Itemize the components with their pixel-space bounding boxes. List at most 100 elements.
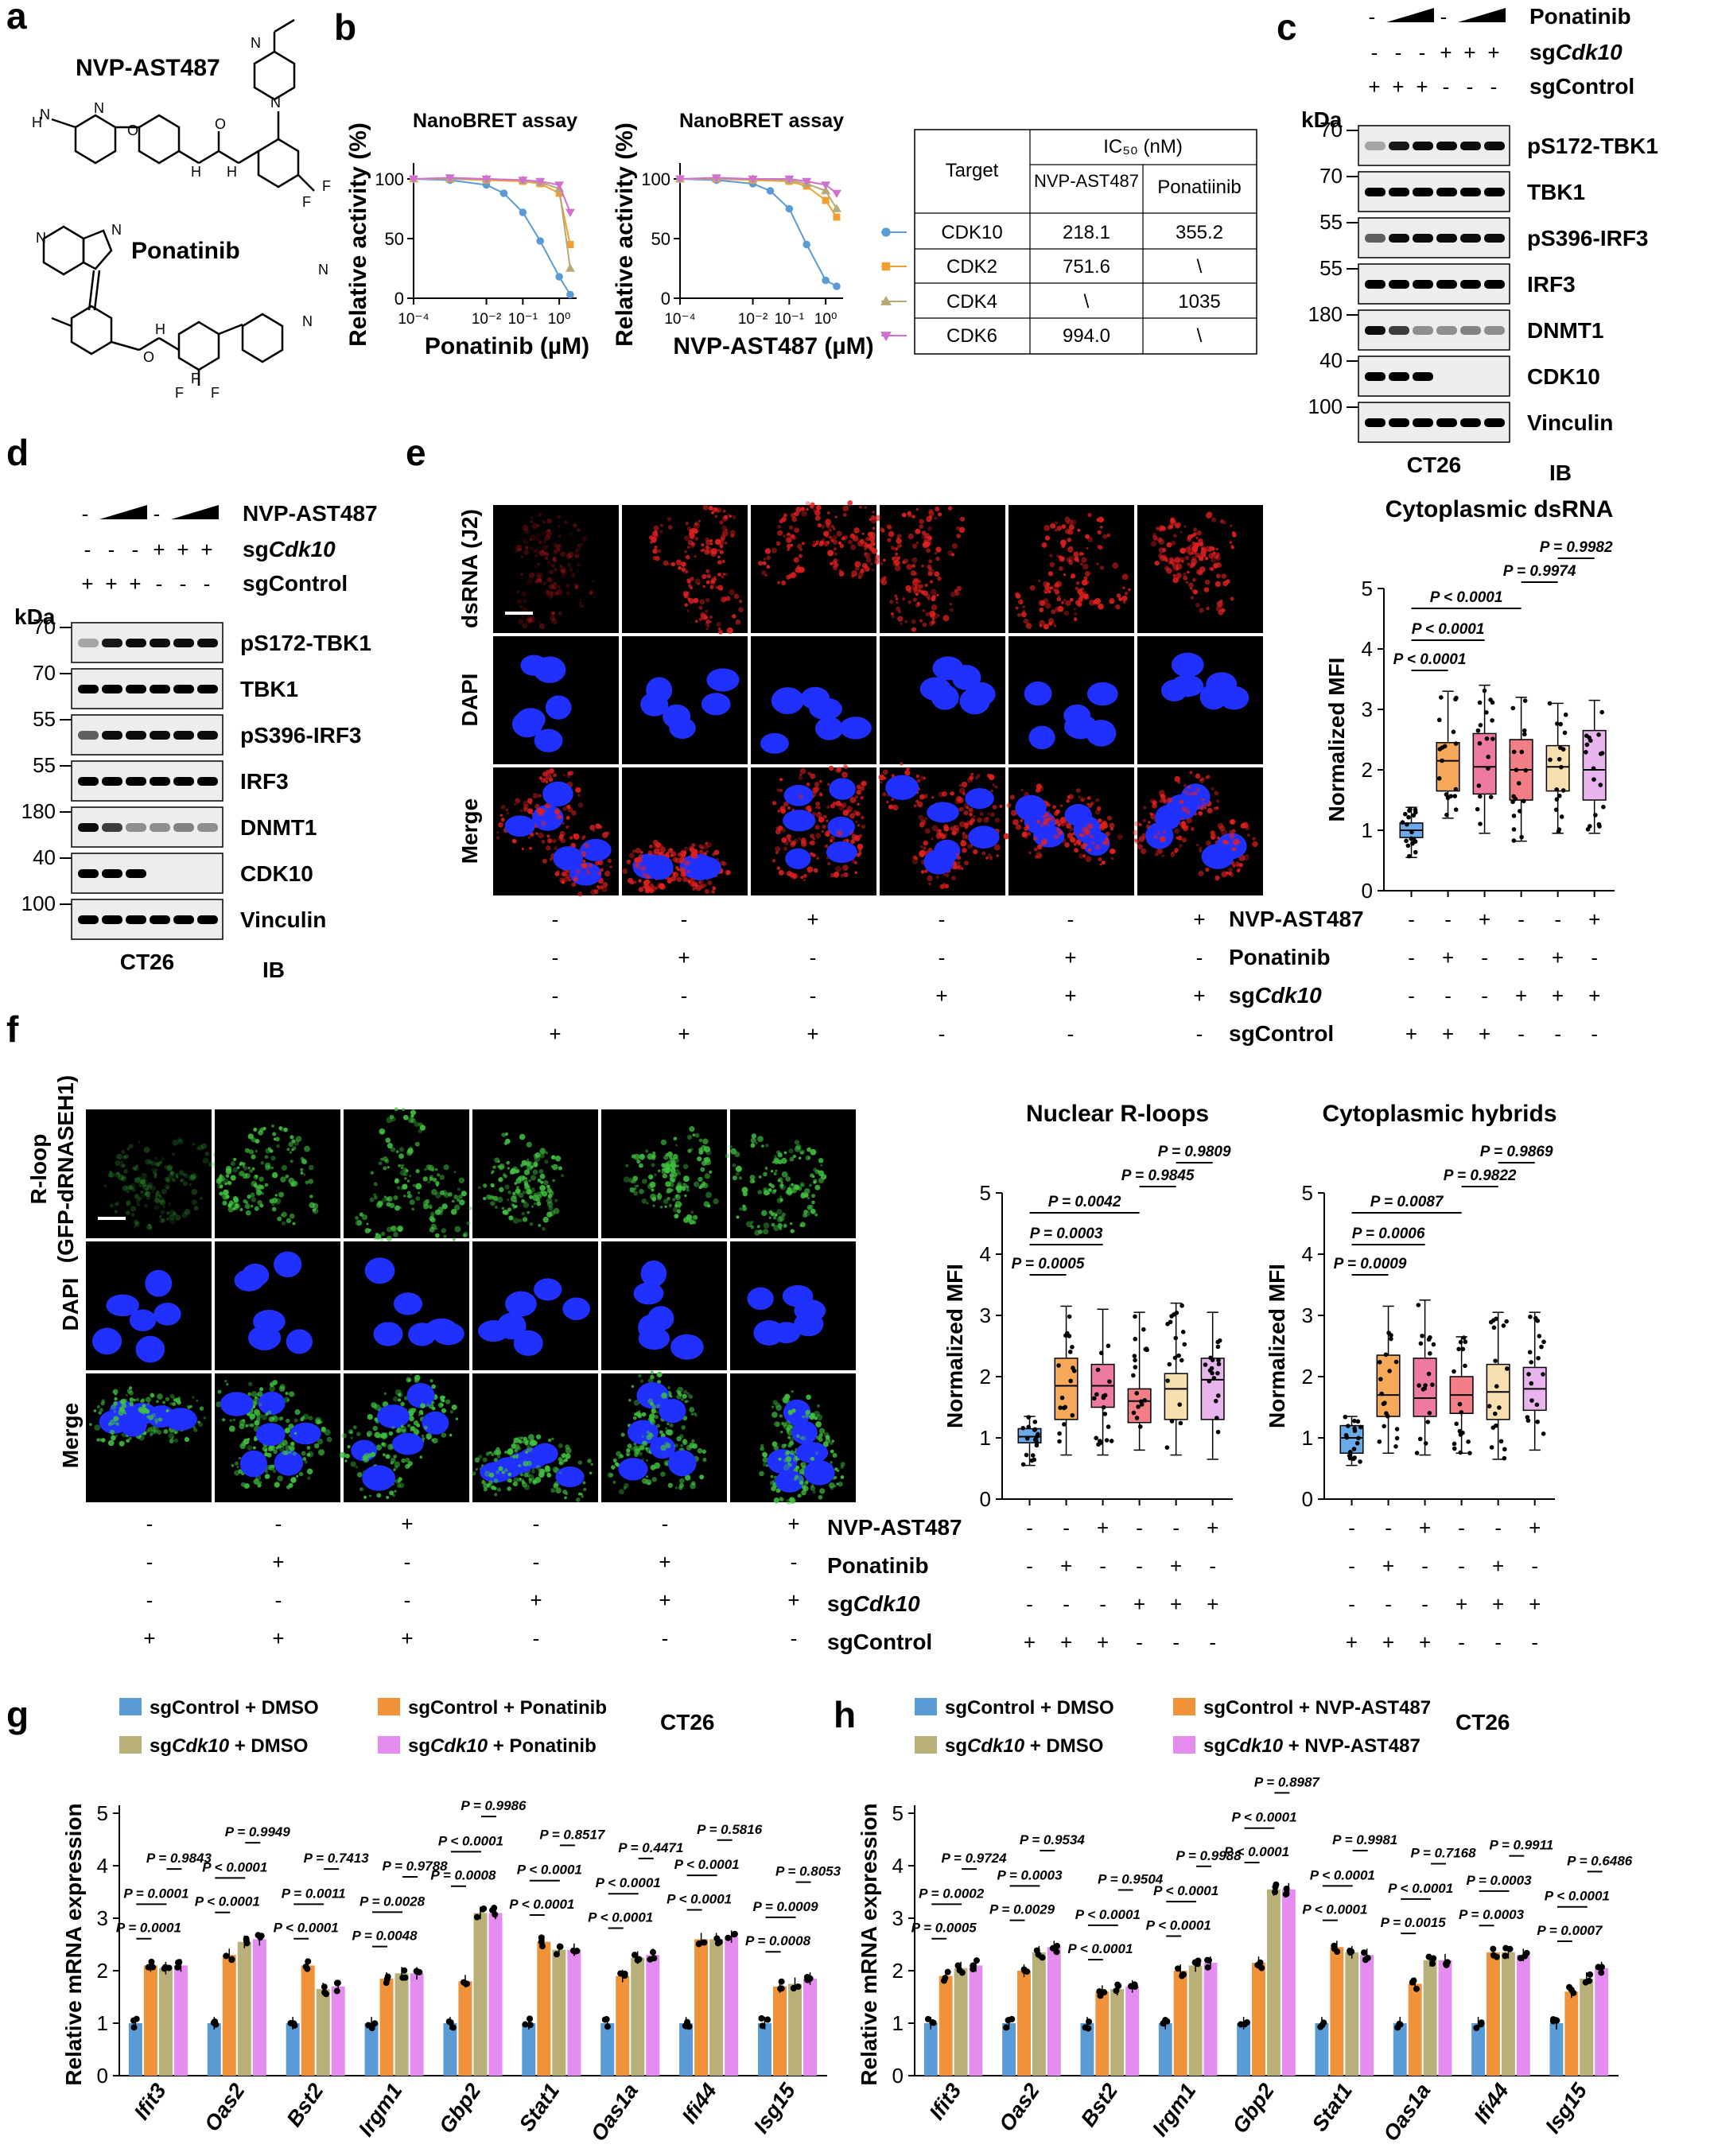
signal-dot — [810, 1173, 814, 1178]
data-point — [1494, 1384, 1499, 1389]
signal-dot — [686, 1392, 690, 1396]
signal-dot — [138, 1182, 145, 1188]
signal-dot — [836, 530, 842, 537]
signal-dot — [632, 1175, 639, 1182]
signal-dot — [642, 1179, 647, 1184]
signal-dot — [545, 557, 549, 561]
treatment-row-label: NVP-AST487 — [1229, 907, 1364, 931]
signal-dot — [538, 540, 542, 545]
signal-dot — [410, 1117, 416, 1124]
bar — [207, 2023, 221, 2076]
signal-dot — [1006, 802, 1012, 808]
signal-dot — [786, 574, 791, 580]
mw-label: 70 — [1319, 164, 1343, 188]
signal-dot — [583, 1487, 587, 1491]
sign: - — [533, 1626, 540, 1650]
signal-dot — [871, 547, 878, 554]
signal-dot — [701, 1449, 706, 1454]
signal-dot — [717, 549, 721, 552]
mw-label: 180 — [21, 799, 56, 823]
signal-dot — [419, 1125, 426, 1131]
signal-dot — [518, 1218, 523, 1223]
sign: - — [146, 1512, 154, 1536]
marker — [833, 213, 841, 221]
signal-dot — [689, 528, 696, 534]
signal-dot — [787, 1409, 793, 1415]
signal-dot — [501, 1206, 505, 1210]
signal-dot — [1228, 867, 1234, 872]
signal-dot — [554, 581, 557, 585]
signal-dot — [382, 1453, 387, 1457]
signal-dot — [1195, 773, 1201, 779]
signal-dot — [521, 1160, 527, 1166]
signal-dot — [1003, 833, 1010, 840]
signal-dot — [573, 583, 579, 589]
signal-dot — [798, 1156, 802, 1160]
signal-dot — [1118, 597, 1122, 601]
signal-dot — [1175, 522, 1181, 528]
signal-dot — [155, 1191, 161, 1197]
signal-dot — [499, 1163, 505, 1170]
signal-dot — [577, 543, 582, 549]
nucleus — [542, 781, 573, 807]
blot-band — [102, 777, 122, 786]
signal-dot — [196, 1399, 199, 1402]
signal-dot — [398, 1398, 402, 1402]
signal-dot — [379, 1128, 386, 1135]
signal-dot — [760, 1210, 768, 1217]
signal-dot — [1172, 534, 1177, 538]
signal-dot — [529, 538, 532, 542]
signal-dot — [797, 1186, 803, 1191]
blot-band — [1436, 188, 1457, 196]
signal-dot — [694, 1215, 698, 1219]
nucleus — [478, 1320, 510, 1342]
signal-dot — [882, 769, 888, 775]
signal-dot — [896, 556, 901, 560]
signal-dot — [799, 773, 803, 777]
data-point — [1067, 1314, 1072, 1319]
signal-dot — [1229, 829, 1233, 834]
nucleus — [562, 1297, 591, 1320]
blot-band — [150, 639, 170, 647]
signal-dot — [1199, 846, 1203, 850]
data-point — [1426, 1371, 1432, 1377]
data-point — [1180, 1303, 1184, 1308]
signal-dot — [552, 838, 557, 844]
signal-dot — [694, 522, 699, 526]
blot-band — [1413, 418, 1433, 427]
signal-dot — [356, 1432, 361, 1437]
signal-dot — [919, 584, 923, 589]
signal-dot — [741, 1187, 748, 1194]
data-point — [1104, 1438, 1110, 1443]
signal-dot — [1207, 807, 1213, 814]
signal-dot — [630, 880, 635, 885]
signal-dot — [286, 1218, 292, 1224]
signal-dot — [1049, 561, 1055, 568]
signal-dot — [402, 1183, 408, 1190]
signal-dot — [225, 1174, 230, 1178]
signal-dot — [768, 1216, 771, 1219]
signal-dot — [526, 1158, 530, 1162]
signal-dot — [834, 1467, 838, 1471]
signal-dot — [771, 1412, 778, 1418]
nucleus — [154, 1303, 181, 1326]
signal-dot — [496, 831, 499, 834]
signal-dot — [527, 808, 534, 814]
signal-dot — [412, 1184, 416, 1187]
signal-dot — [1218, 609, 1224, 616]
signal-dot — [926, 548, 931, 554]
signal-dot — [509, 1169, 515, 1175]
signal-dot — [567, 562, 570, 565]
signal-dot — [130, 1183, 136, 1189]
signal-dot — [539, 551, 543, 555]
signal-dot — [564, 1496, 567, 1500]
signal-dot — [813, 1179, 818, 1183]
signal-dot — [503, 1174, 507, 1179]
signal-dot — [679, 860, 682, 864]
signal-dot — [264, 1183, 269, 1187]
data-point — [1529, 1381, 1534, 1386]
nucleus — [1086, 682, 1118, 706]
signal-dot — [431, 1438, 435, 1442]
data-point — [1461, 1335, 1467, 1340]
signal-dot — [809, 1414, 815, 1420]
